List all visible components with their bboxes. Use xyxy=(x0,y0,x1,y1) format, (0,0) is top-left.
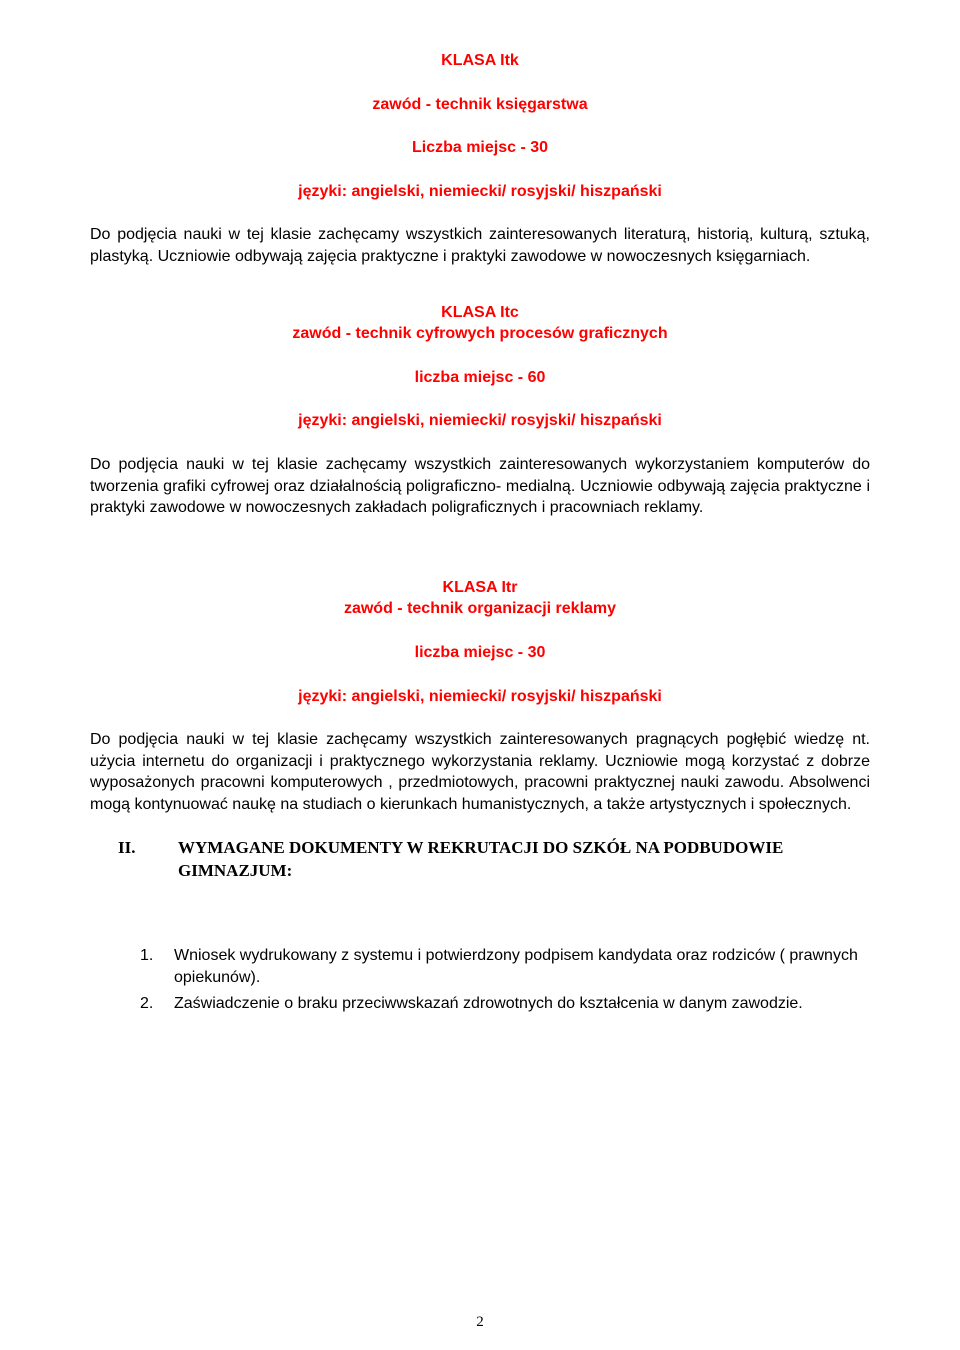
itr-zawod: zawód - technik organizacji reklamy xyxy=(90,598,870,620)
itk-paragraph: Do podjęcia nauki w tej klasie zachęcamy… xyxy=(90,224,870,267)
page-number: 2 xyxy=(0,1312,960,1332)
list-text: Wniosek wydrukowany z systemu i potwierd… xyxy=(174,945,870,988)
itc-paragraph: Do podjęcia nauki w tej klasie zachęcamy… xyxy=(90,454,870,519)
itk-miejsc: Liczba miejsc - 30 xyxy=(90,137,870,159)
itk-klass-heading: KLASA Itk xyxy=(90,50,870,72)
list-marker: 2. xyxy=(140,993,174,1015)
list-item: 2. Zaświadczenie o braku przeciwwskazań … xyxy=(140,993,870,1015)
itr-klass-heading: KLASA Itr xyxy=(90,577,870,599)
itc-zawod: zawód - technik cyfrowych procesów grafi… xyxy=(90,323,870,345)
spacer xyxy=(90,917,870,945)
itk-zawod: zawód - technik księgarstwa xyxy=(90,94,870,116)
itr-jezyki: języki: angielski, niemiecki/ rosyjski/ … xyxy=(90,686,870,708)
list-item: 1. Wniosek wydrukowany z systemu i potwi… xyxy=(140,945,870,988)
itc-jezyki: języki: angielski, niemiecki/ rosyjski/ … xyxy=(90,410,870,432)
itc-miejsc: liczba miejsc - 60 xyxy=(90,367,870,389)
list-marker: 1. xyxy=(140,945,174,988)
itc-klass-heading: KLASA Itc xyxy=(90,302,870,324)
list-text: Zaświadczenie o braku przeciwwskazań zdr… xyxy=(174,993,803,1015)
roman-numeral: II. xyxy=(118,837,178,860)
section-ii-title: WYMAGANE DOKUMENTY W REKRUTACJI DO SZKÓŁ… xyxy=(178,837,870,883)
document-page: KLASA Itk zawód - technik księgarstwa Li… xyxy=(0,0,960,1350)
itr-miejsc: liczba miejsc - 30 xyxy=(90,642,870,664)
itr-paragraph: Do podjęcia nauki w tej klasie zachęcamy… xyxy=(90,729,870,815)
spacer xyxy=(90,553,870,577)
section-ii-heading: II. WYMAGANE DOKUMENTY W REKRUTACJI DO S… xyxy=(118,837,870,883)
documents-list: 1. Wniosek wydrukowany z systemu i potwi… xyxy=(140,945,870,1014)
itk-jezyki: języki: angielski, niemiecki/ rosyjski/ … xyxy=(90,181,870,203)
